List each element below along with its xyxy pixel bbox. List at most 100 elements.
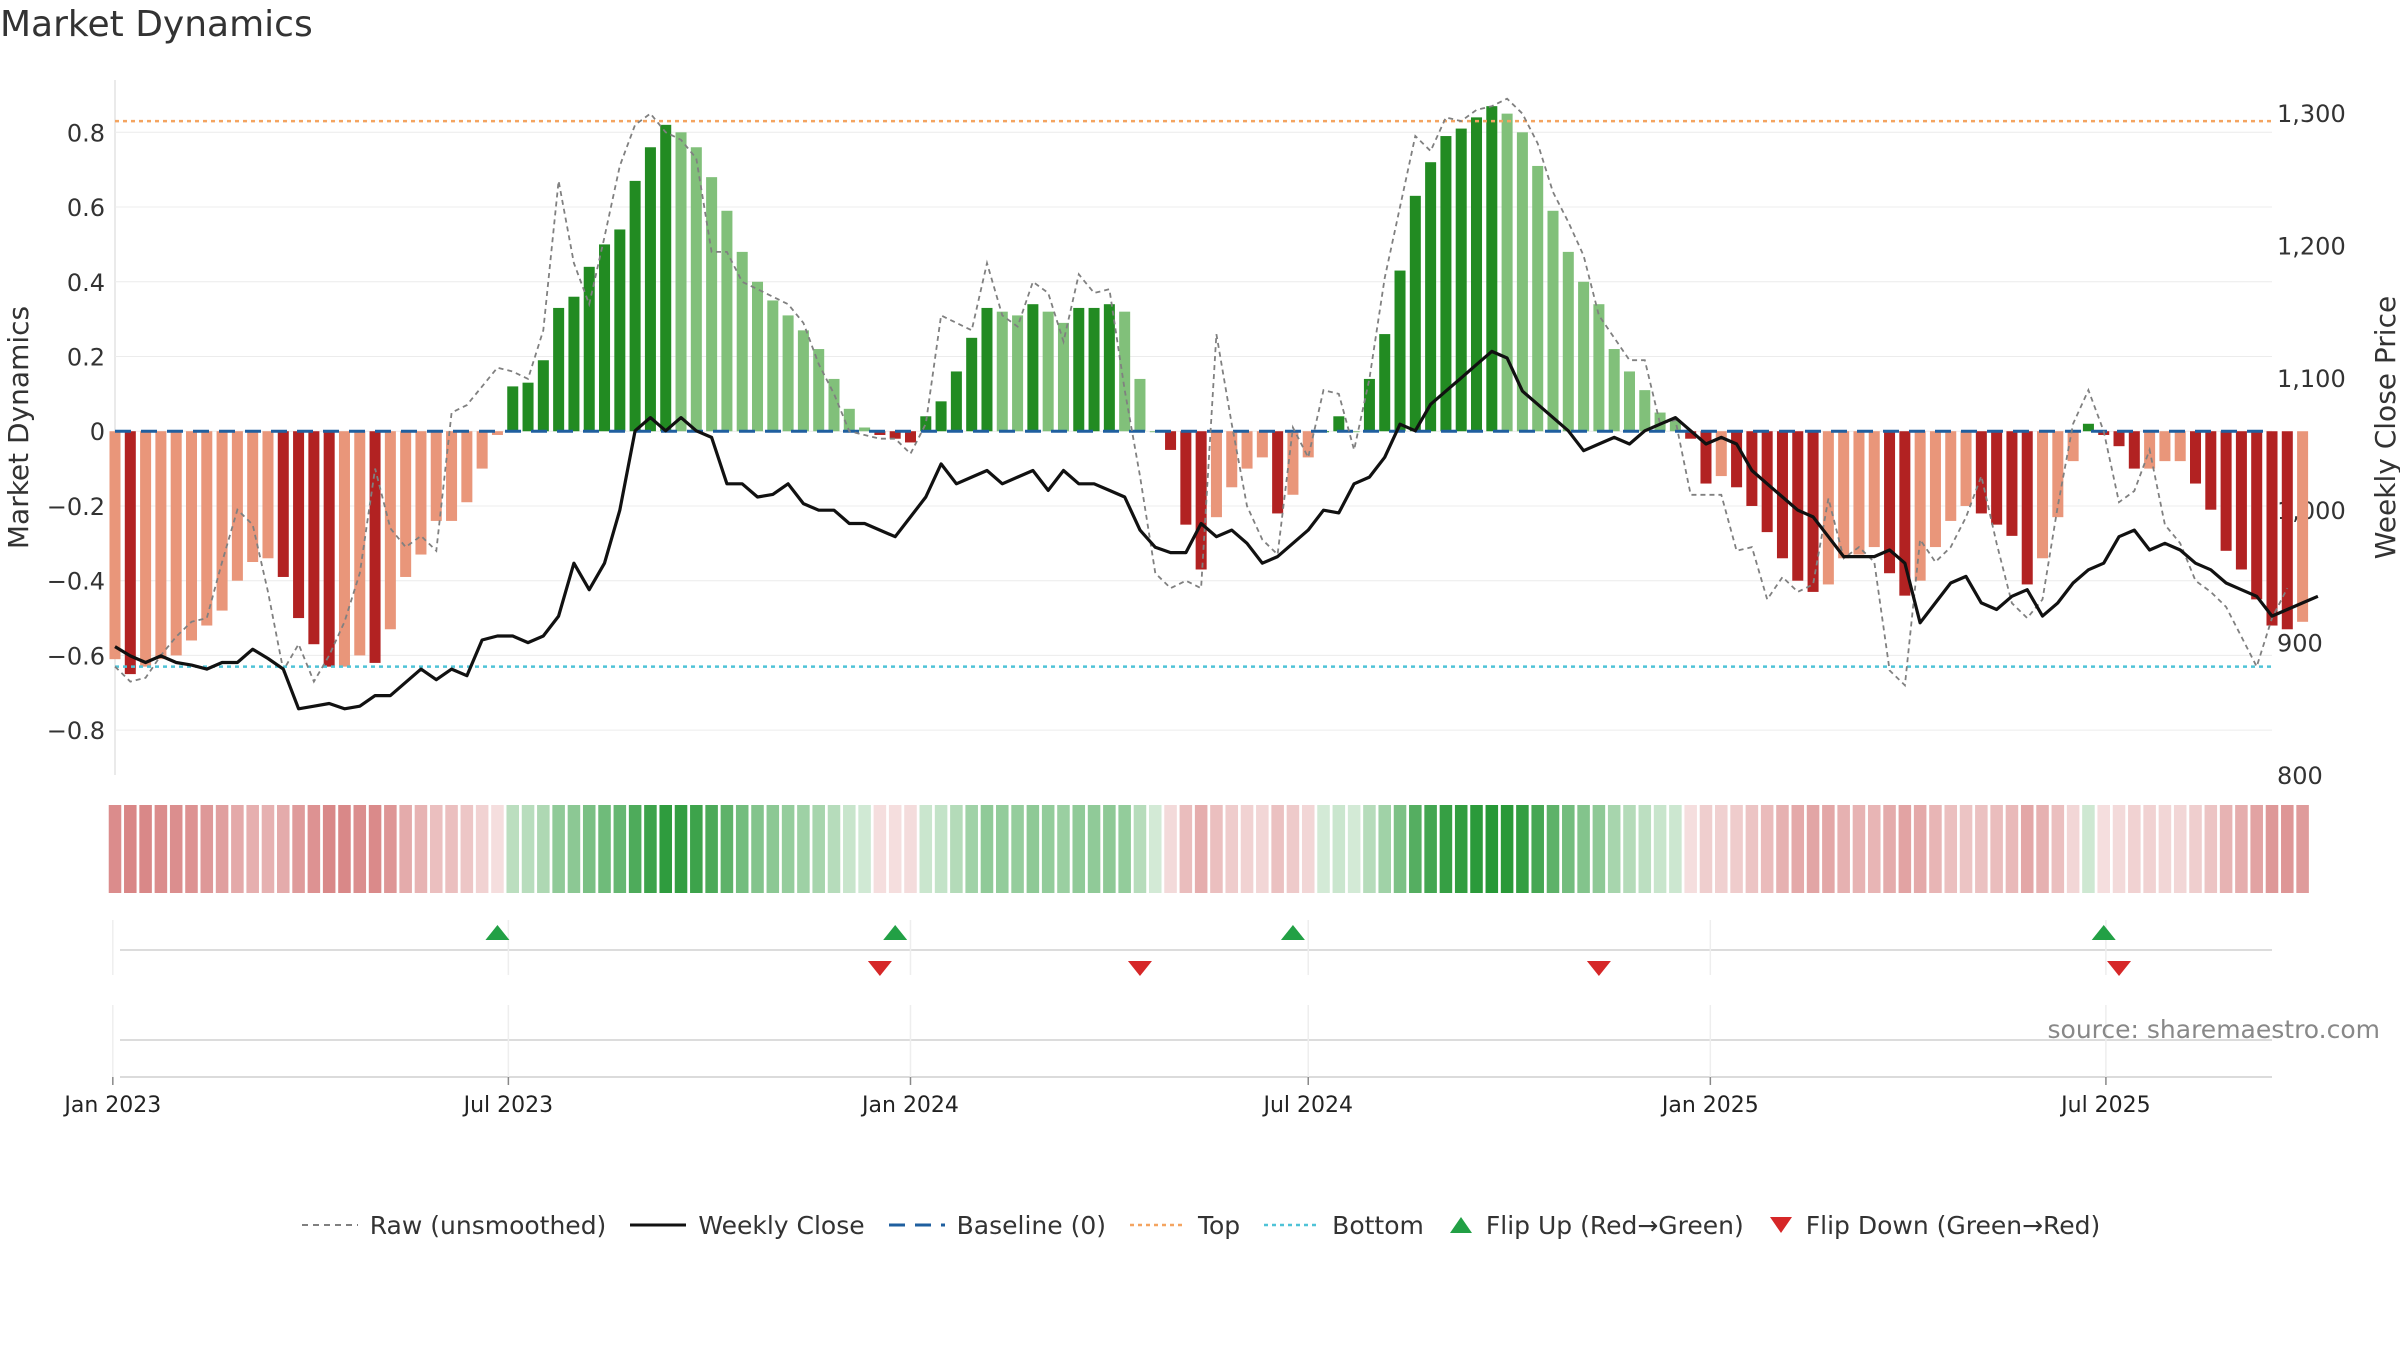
heat-cell	[1959, 805, 1973, 893]
flip-down-marker	[2107, 961, 2132, 976]
heat-cell	[2082, 805, 2095, 893]
x-tick-label: Jan 2023	[62, 1093, 161, 1118]
md-bar	[109, 431, 121, 660]
heat-cell	[1669, 805, 1682, 893]
heat-cell	[1653, 805, 1667, 893]
flip-up-marker	[883, 925, 908, 940]
y-tick-label: −0.6	[47, 642, 105, 670]
heat-cell	[384, 805, 397, 893]
heat-cell	[1638, 805, 1652, 893]
md-bar	[1027, 304, 1039, 432]
md-bar	[1165, 431, 1177, 450]
md-bar	[644, 147, 656, 432]
heat-cell	[2265, 805, 2279, 893]
y-axis-label: Market Dynamics	[2, 306, 35, 549]
heat-cell	[1776, 805, 1789, 893]
heat-cell	[445, 805, 458, 893]
heat-cell	[2051, 805, 2065, 893]
md-bar	[1363, 378, 1375, 432]
legend-item-baseline: Baseline (0)	[887, 1211, 1106, 1240]
heat-cell	[613, 805, 627, 893]
weekly-close-line	[114, 349, 2319, 711]
heat-cell	[1103, 805, 1116, 893]
md-bar	[1119, 311, 1131, 432]
heat-cell	[1883, 805, 1896, 893]
heat-cell	[582, 805, 596, 893]
md-bar	[1731, 431, 1743, 488]
heat-cell	[904, 805, 917, 893]
md-bar	[1822, 431, 1834, 585]
md-bar	[216, 431, 228, 611]
heat-cell	[368, 805, 382, 893]
md-bar	[1685, 431, 1697, 439]
md-bar	[1440, 136, 1452, 432]
heat-cell	[1516, 805, 1529, 893]
raw-line	[114, 97, 2289, 688]
md-bar	[736, 251, 748, 432]
heat-cell	[475, 805, 489, 893]
heat-cell	[292, 805, 305, 893]
legend-label-flip-up: Flip Up (Red→Green)	[1485, 1210, 1744, 1240]
md-bar	[140, 431, 152, 667]
heat-cell	[322, 805, 336, 893]
legend-label-bottom: Bottom	[1332, 1210, 1424, 1240]
md-bar	[170, 431, 182, 656]
md-bar	[1486, 106, 1498, 432]
x-tick-label: Jan 2024	[860, 1093, 959, 1118]
legend-item-flip-down: Flip Down (Green→Red)	[1766, 1210, 2101, 1240]
heat-cell	[950, 805, 963, 893]
heat-cell	[1072, 805, 1086, 893]
y-tick-label: 0.2	[67, 344, 105, 372]
heat-cell	[1607, 805, 1621, 893]
md-bar	[1899, 431, 1911, 596]
heat-cell	[705, 805, 718, 893]
md-bar	[1960, 431, 1972, 506]
md-bar	[1333, 416, 1345, 432]
md-bar	[752, 281, 764, 432]
heat-cell	[1439, 805, 1453, 893]
heat-cell	[169, 805, 183, 893]
heat-cell	[261, 805, 275, 893]
heat-cell	[1699, 805, 1713, 893]
heat-cell	[1378, 805, 1391, 893]
legend-label-top: Top	[1197, 1210, 1241, 1240]
y-tick-label: −0.2	[47, 493, 105, 521]
md-bar	[2266, 431, 2278, 626]
heat-cell	[690, 805, 703, 893]
y2-tick-label: 1,300	[2277, 100, 2346, 128]
heat-cell	[2158, 805, 2172, 893]
md-bar	[1532, 165, 1544, 432]
y2-tick-label: 1,100	[2277, 365, 2346, 393]
heat-cell	[231, 805, 244, 893]
flip-up-icon	[1449, 1217, 1472, 1233]
md-bar	[2205, 431, 2217, 510]
heat-cell	[1393, 805, 1407, 893]
heat-cell	[1867, 805, 1881, 893]
md-bar	[2297, 431, 2309, 622]
md-bar	[185, 431, 197, 641]
heat-cell	[827, 805, 841, 893]
legend-item-flip-up: Flip Up (Red→Green)	[1446, 1211, 1744, 1240]
md-bar	[1012, 315, 1024, 432]
md-bar	[996, 311, 1008, 432]
heat-cell	[1256, 805, 1269, 893]
heat-cell	[1715, 805, 1728, 893]
heat-cell	[1026, 805, 1040, 893]
flip-up-marker	[485, 925, 510, 940]
heat-cell	[414, 805, 428, 893]
heat-cell	[1057, 805, 1070, 893]
heat-cell	[2097, 805, 2110, 893]
heat-cell	[996, 805, 1009, 893]
md-bar	[920, 416, 932, 432]
heat-cell	[720, 805, 734, 893]
heat-cell	[1301, 805, 1315, 893]
y-tick-label: 0.6	[67, 194, 105, 222]
md-bar	[1578, 281, 1590, 432]
legend-close-swatch	[630, 1223, 687, 1227]
md-bar	[1639, 390, 1651, 432]
legend-label-flip-down: Flip Down (Green→Red)	[1805, 1210, 2101, 1240]
md-bar	[2021, 431, 2033, 585]
heat-cell	[2066, 805, 2080, 893]
y2-tick-label: 900	[2277, 630, 2323, 658]
md-bar	[369, 431, 381, 663]
